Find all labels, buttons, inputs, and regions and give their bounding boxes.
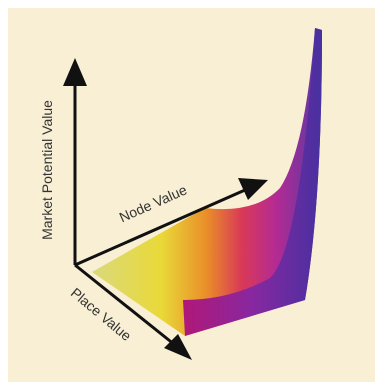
vertical-axis-label: Market Potential Value (39, 100, 55, 240)
diagram: Market Potential Value Node Value Place … (0, 0, 383, 390)
page: Market Potential Value Node Value Place … (0, 0, 383, 390)
